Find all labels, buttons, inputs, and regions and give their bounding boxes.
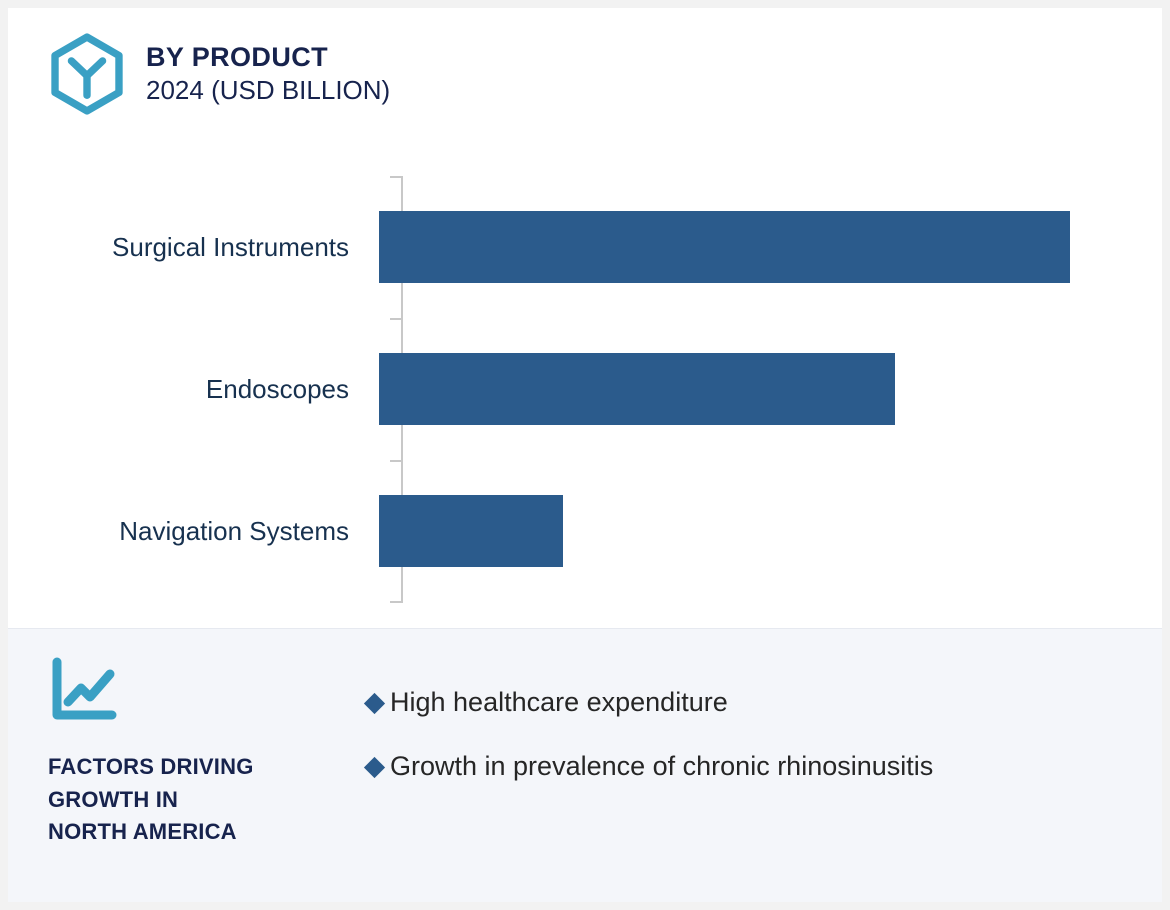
bar-row-endoscopes: Endoscopes (8, 318, 1162, 460)
bar-track-2 (371, 460, 1162, 602)
axis-tick-0 (390, 176, 403, 178)
bar-row-navigation-systems: Navigation Systems (8, 460, 1162, 602)
plot-area: Surgical Instruments Endoscopes Navigati… (8, 158, 1162, 618)
bullet-text-0: High healthcare expenditure (390, 687, 728, 717)
trend-chart-icon (52, 657, 117, 720)
category-label-1: Endoscopes (205, 373, 349, 404)
category-label-0: Surgical Instruments (112, 231, 349, 262)
list-item: High healthcare expenditure (363, 687, 1142, 717)
factors-heading-line-1: GROWTH IN (48, 786, 179, 812)
diamond-bullet-icon (363, 692, 385, 715)
page-title: BY PRODUCT (146, 42, 329, 72)
axis-tick-1 (390, 318, 403, 320)
factors-panel: FACTORS DRIVING GROWTH IN NORTH AMERICA … (8, 628, 1162, 902)
category-label-2: Navigation Systems (119, 515, 349, 546)
bar-navigation-systems[interactable] (379, 495, 563, 567)
info-card: BY PRODUCT 2024 (USD BILLION) Surgical I… (8, 8, 1162, 902)
bar-track-0 (371, 176, 1162, 318)
bar-chart: Surgical Instruments Endoscopes Navigati… (8, 158, 1162, 618)
factors-heading-line-2: NORTH AMERICA (48, 819, 237, 845)
page-subtitle: 2024 (USD BILLION) (146, 74, 391, 105)
bar-endoscopes[interactable] (379, 353, 896, 425)
list-item: Growth in prevalence of chronic rhinosin… (363, 751, 1142, 781)
axis-tick-2 (390, 460, 403, 462)
bar-track-1 (371, 318, 1162, 460)
hexagon-y-logo-icon (51, 33, 123, 115)
header: BY PRODUCT 2024 (USD BILLION) (46, 30, 390, 115)
bar-surgical-instruments[interactable] (379, 211, 1070, 283)
axis-tick-3 (390, 601, 403, 603)
diamond-bullet-icon (363, 757, 385, 779)
factors-heading-block: FACTORS DRIVING GROWTH IN NORTH AMERICA (48, 657, 338, 849)
bar-row-surgical-instruments: Surgical Instruments (8, 176, 1162, 318)
factors-heading-line-0: FACTORS DRIVING (48, 754, 254, 779)
header-text-block: BY PRODUCT 2024 (USD BILLION) (146, 30, 390, 106)
factors-bullet-list: High healthcare expenditure Growth in pr… (363, 687, 1142, 815)
factors-heading: FACTORS DRIVING GROWTH IN NORTH AMERICA (48, 751, 338, 849)
bullet-text-1: Growth in prevalence of chronic rhinosin… (390, 751, 934, 782)
